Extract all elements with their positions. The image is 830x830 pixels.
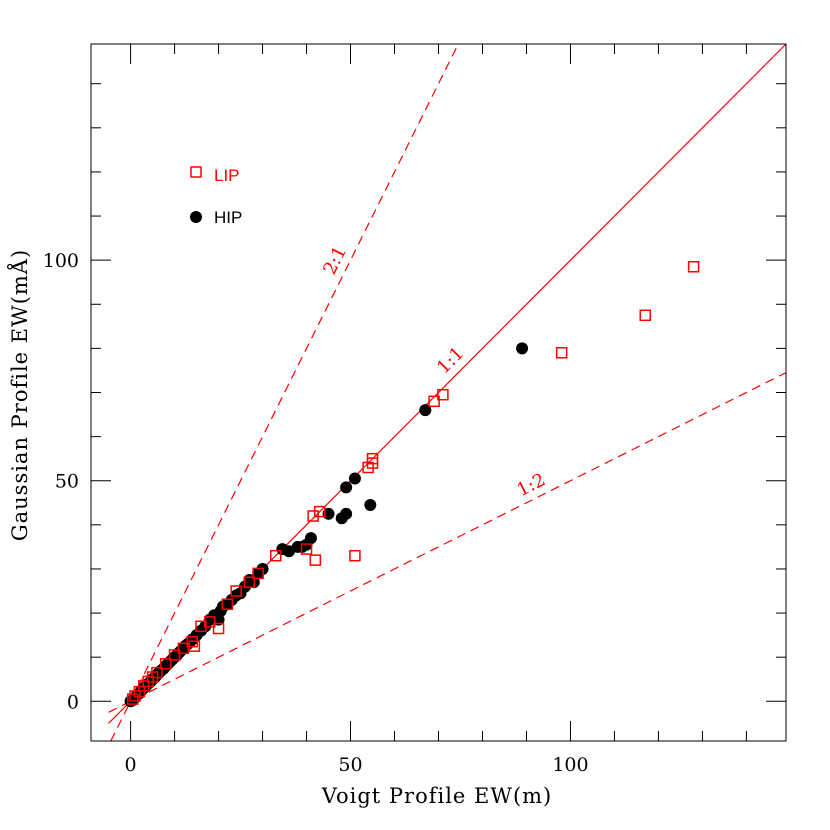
lip-point <box>639 309 651 322</box>
lip-point <box>555 347 568 359</box>
y-tick-label: 50 <box>55 471 79 493</box>
lip-point <box>252 567 264 580</box>
hip-point <box>348 472 361 485</box>
hip-point <box>340 481 353 494</box>
lip-point <box>313 505 326 518</box>
lip-point <box>687 261 700 273</box>
reference-label-2-to-1: 2:1 <box>319 243 351 278</box>
reference-label-1-to-2: 1:2 <box>514 469 549 501</box>
hip-point <box>304 532 317 545</box>
lip-point <box>168 649 181 661</box>
lip-point <box>212 622 225 635</box>
lip-point <box>127 693 139 705</box>
lip-point <box>300 543 313 555</box>
hip-point <box>516 342 529 355</box>
y-tick-label: 0 <box>67 691 79 713</box>
lip-point <box>221 598 234 610</box>
lip-point <box>366 452 379 465</box>
lip-point <box>243 576 256 588</box>
reference-line-labels: 1:1 2:1 1:2 <box>319 243 549 501</box>
legend-hip-label: HIP <box>214 208 242 227</box>
lip-point <box>160 658 172 670</box>
lip-point <box>151 666 163 679</box>
reference-line-2-to-1 <box>110 43 459 742</box>
legend-lip-marker <box>190 166 202 178</box>
lip-point <box>177 642 190 655</box>
lip-point <box>204 616 216 628</box>
hip-point <box>322 507 335 520</box>
legend: LIP HIP <box>190 166 242 227</box>
y-axis-label: Gaussian Profile EW(mÅ) <box>7 249 32 541</box>
reference-line-1-to-2 <box>108 372 787 713</box>
hip-point <box>364 498 377 511</box>
lip-point <box>437 388 449 401</box>
y-tick-label: 100 <box>43 250 79 272</box>
legend-lip-label: LIP <box>214 166 240 185</box>
lip-point <box>269 549 282 562</box>
x-tick-label: 100 <box>552 754 588 776</box>
lip-point <box>428 395 440 408</box>
hip-point <box>419 404 432 417</box>
hip-point <box>340 507 353 520</box>
tick-labels: 0 50 100 0 50 100 <box>43 250 589 776</box>
lip-point <box>309 554 322 566</box>
lip-point <box>349 549 361 562</box>
reference-label-1-to-1: 1:1 <box>433 343 468 378</box>
legend-hip-marker <box>190 211 202 223</box>
x-tick-label: 50 <box>338 754 362 776</box>
axis-ticks <box>91 44 786 741</box>
lip-point <box>230 585 242 597</box>
data-points <box>124 261 700 708</box>
lip-point <box>188 640 201 652</box>
x-tick-label: 0 <box>125 754 137 776</box>
x-axis-label: Voigt Profile EW(m) <box>321 784 553 808</box>
